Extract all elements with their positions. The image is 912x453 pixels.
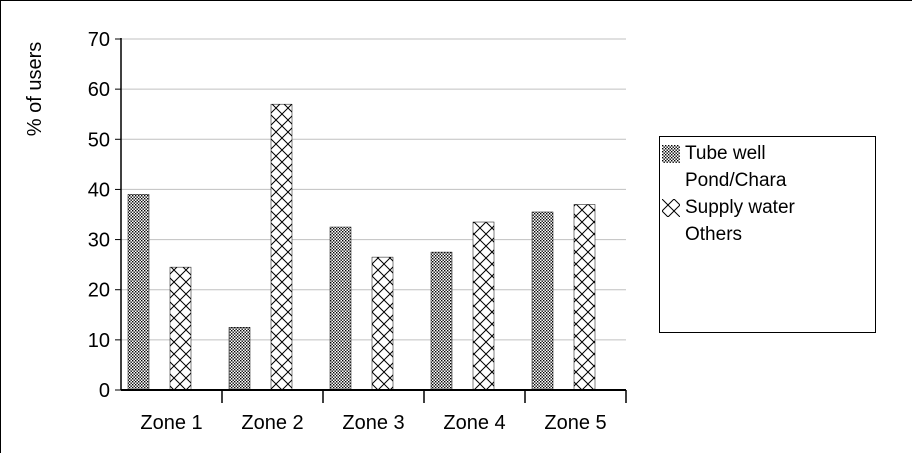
y-tick-label: 60: [88, 79, 110, 101]
y-tick-label: 0: [99, 380, 110, 402]
legend-swatch: [662, 226, 680, 244]
y-tick-label: 10: [88, 330, 110, 352]
bar-crosshatch: [270, 103, 293, 391]
bar-crosshatch: [371, 256, 394, 391]
legend-label: Supply water: [685, 197, 795, 218]
bar-dots: [127, 194, 150, 391]
legend-label: Pond/Chara: [685, 170, 787, 191]
bar-dots: [228, 327, 251, 391]
bar-dots: [430, 251, 453, 391]
legend-item: Tube well: [662, 140, 766, 168]
bar-crosshatch: [573, 204, 596, 391]
x-tick-label: Zone 5: [544, 412, 606, 434]
legend-swatch: [662, 145, 680, 163]
bars: [127, 103, 596, 391]
legend-label: Tube well: [685, 143, 766, 164]
legend-item: Others: [662, 221, 742, 249]
x-tick-label: Zone 1: [140, 412, 202, 434]
legend-item: Pond/Chara: [662, 167, 786, 195]
axes: [115, 38, 627, 403]
legend: Tube well Pond/Chara Supply water Others: [659, 136, 876, 333]
bar-dots: [329, 226, 352, 391]
bar-dots: [531, 211, 554, 391]
y-axis-label: % of users: [24, 42, 46, 136]
legend-label: Others: [685, 224, 743, 245]
bar-crosshatch: [472, 221, 495, 391]
y-tick-label: 20: [88, 280, 110, 302]
bar-crosshatch: [169, 266, 192, 391]
y-tick-label: 40: [88, 179, 110, 201]
tick-labels: 0 10 20 30 40 50 60 70 Zone 1 Zone 2 Zone 3 Zone 4 Z…: [88, 29, 607, 434]
legend-swatch: [662, 172, 680, 190]
y-tick-label: 70: [88, 29, 110, 51]
y-tick-label: 30: [88, 230, 110, 252]
y-tick-label: 50: [88, 129, 110, 151]
legend-swatch: [662, 199, 680, 217]
x-tick-label: Zone 3: [342, 412, 404, 434]
x-tick-label: Zone 2: [241, 412, 303, 434]
x-tick-label: Zone 4: [443, 412, 505, 434]
legend-item: Supply water: [662, 194, 795, 222]
